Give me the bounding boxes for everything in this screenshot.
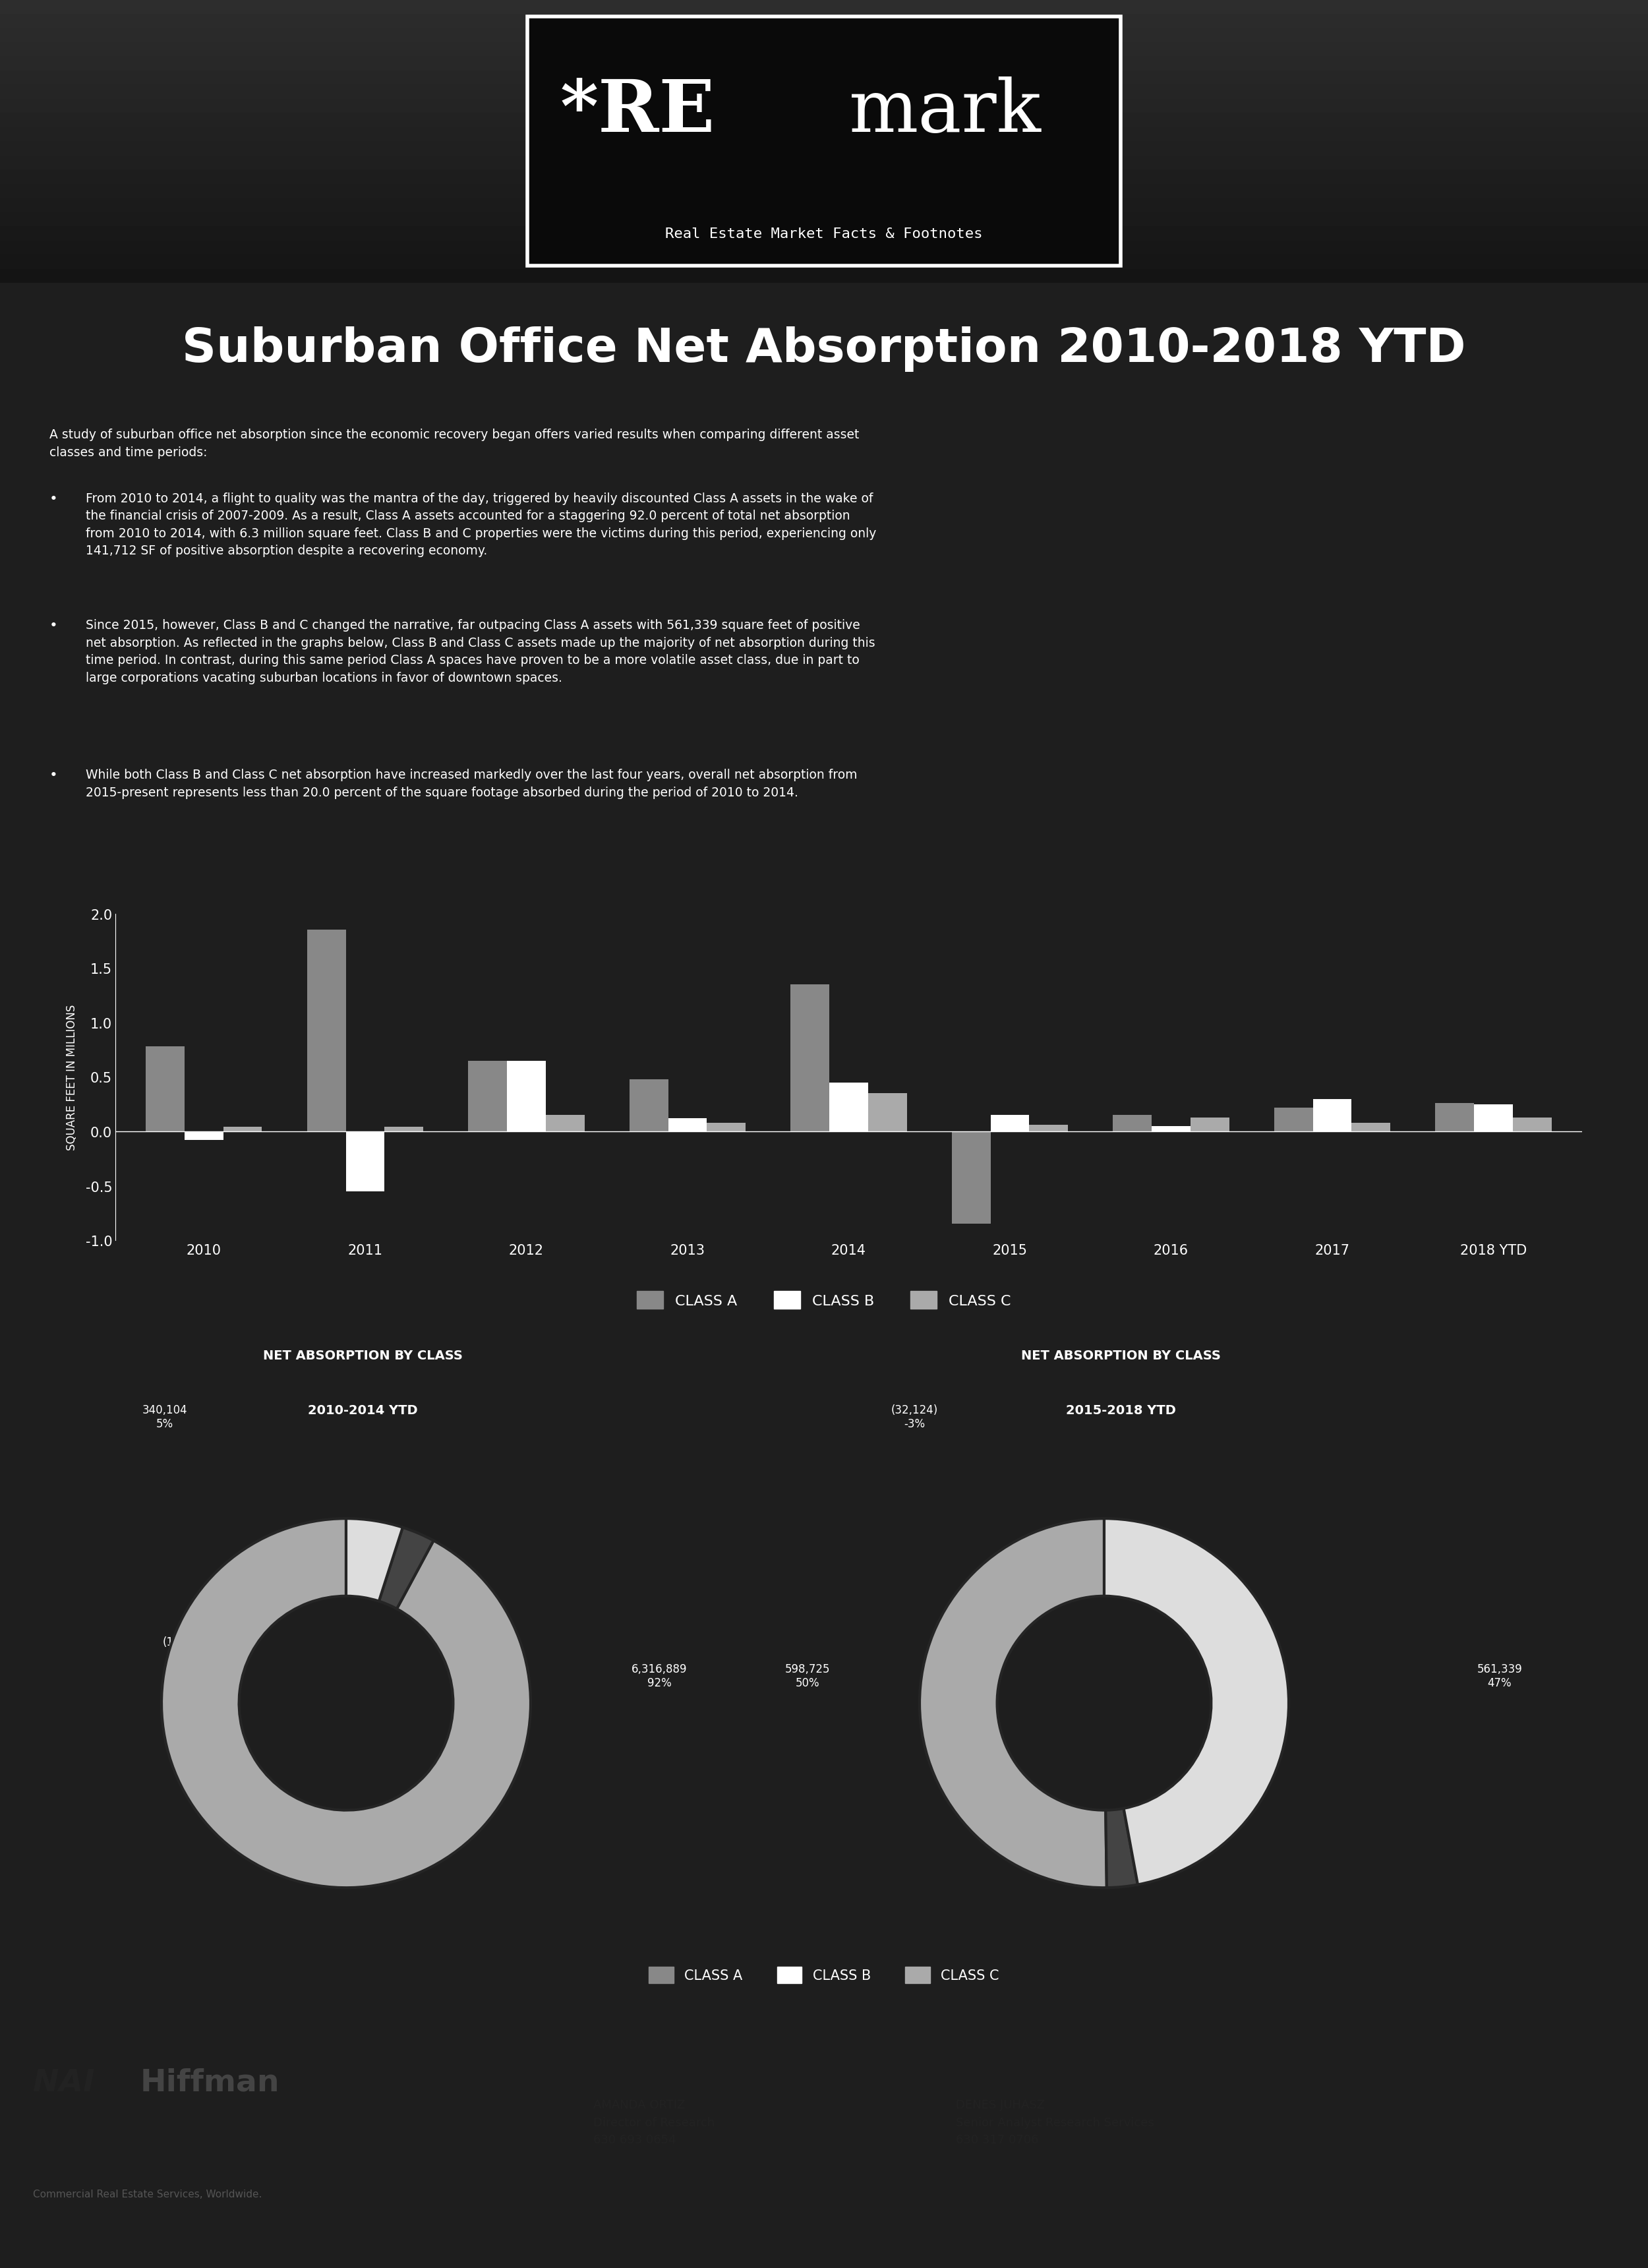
Bar — [0, 57, 1648, 70]
Bar — [0, 227, 1648, 240]
Text: 598,725
50%: 598,725 50% — [784, 1662, 831, 1690]
Text: NET ABSORPTION BY CLASS: NET ABSORPTION BY CLASS — [262, 1349, 463, 1363]
Bar — [527, 18, 1121, 268]
Legend: CLASS A, CLASS B, CLASS C: CLASS A, CLASS B, CLASS C — [631, 1286, 1017, 1315]
Text: (198,392)
-3%: (198,392) -3% — [163, 1635, 216, 1662]
Text: 561,339
47%: 561,339 47% — [1477, 1662, 1523, 1690]
Text: •: • — [49, 492, 58, 506]
Text: 6,316,889
92%: 6,316,889 92% — [631, 1662, 687, 1690]
Bar — [0, 240, 1648, 256]
Bar — [0, 156, 1648, 170]
Text: 340,104
5%: 340,104 5% — [142, 1404, 188, 1429]
Bar — [0, 100, 1648, 113]
Text: While both Class B and Class C net absorption have increased markedly over the l: While both Class B and Class C net absor… — [86, 769, 857, 798]
Text: (32,124)
-3%: (32,124) -3% — [892, 1404, 938, 1429]
Bar — [0, 0, 1648, 14]
Text: •: • — [49, 619, 58, 633]
Bar — [0, 256, 1648, 270]
Bar — [0, 213, 1648, 227]
Bar — [0, 143, 1648, 156]
Bar — [0, 270, 1648, 284]
Legend: CLASS A, CLASS B, CLASS C: CLASS A, CLASS B, CLASS C — [643, 1962, 1005, 1989]
Bar — [0, 113, 1648, 127]
Text: Suburban Office Net Absorption 2010-2018 YTD: Suburban Office Net Absorption 2010-2018… — [181, 327, 1467, 372]
Bar — [0, 200, 1648, 213]
Bar — [0, 70, 1648, 86]
Text: NET ABSORPTION BY CLASS: NET ABSORPTION BY CLASS — [1020, 1349, 1221, 1363]
Text: DENES JUHASZ
Senior Analyst Research Services
630 317 0706: DENES JUHASZ Senior Analyst Research Ser… — [956, 2098, 1154, 2146]
Bar — [0, 184, 1648, 200]
Text: AMANDA ORTIZ
Director of Research
630 693 0654: AMANDA ORTIZ Director of Research 630 69… — [593, 2098, 715, 2146]
Bar — [0, 86, 1648, 100]
Text: From 2010 to 2014, a flight to quality was the mantra of the day, triggered by h: From 2010 to 2014, a flight to quality w… — [86, 492, 877, 558]
Text: •: • — [49, 769, 58, 782]
Text: 2015-2018 YTD: 2015-2018 YTD — [1066, 1404, 1175, 1418]
Text: A study of suburban office net absorption since the economic recovery began offe: A study of suburban office net absorptio… — [49, 429, 859, 458]
Bar — [0, 127, 1648, 143]
Text: 2010-2014 YTD: 2010-2014 YTD — [308, 1404, 417, 1418]
Bar — [0, 43, 1648, 57]
Bar — [0, 29, 1648, 43]
Bar — [0, 14, 1648, 29]
Text: Real Estate Market Facts & Footnotes: Real Estate Market Facts & Footnotes — [666, 227, 982, 240]
Text: *RE: *RE — [560, 77, 715, 147]
Text: Commercial Real Estate Services, Worldwide.: Commercial Real Estate Services, Worldwi… — [33, 2189, 262, 2198]
Text: NAI: NAI — [33, 2068, 96, 2098]
Bar — [0, 170, 1648, 184]
Text: Hiffman: Hiffman — [140, 2068, 280, 2098]
Text: mark: mark — [849, 77, 1042, 147]
Text: Since 2015, however, Class B and C changed the narrative, far outpacing Class A : Since 2015, however, Class B and C chang… — [86, 619, 875, 685]
